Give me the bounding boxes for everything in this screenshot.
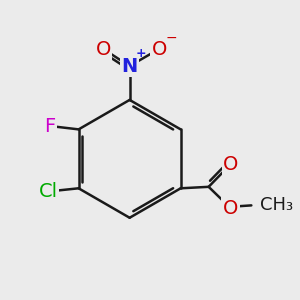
Text: +: + [136, 46, 147, 60]
Text: O: O [95, 40, 111, 59]
Text: O: O [223, 155, 239, 174]
Text: −: − [165, 31, 177, 44]
Text: Cl: Cl [39, 182, 58, 201]
Text: CH₃: CH₃ [260, 196, 293, 214]
Text: F: F [44, 117, 56, 136]
Text: O: O [152, 40, 167, 59]
Text: N: N [122, 56, 138, 76]
Text: O: O [223, 199, 239, 218]
